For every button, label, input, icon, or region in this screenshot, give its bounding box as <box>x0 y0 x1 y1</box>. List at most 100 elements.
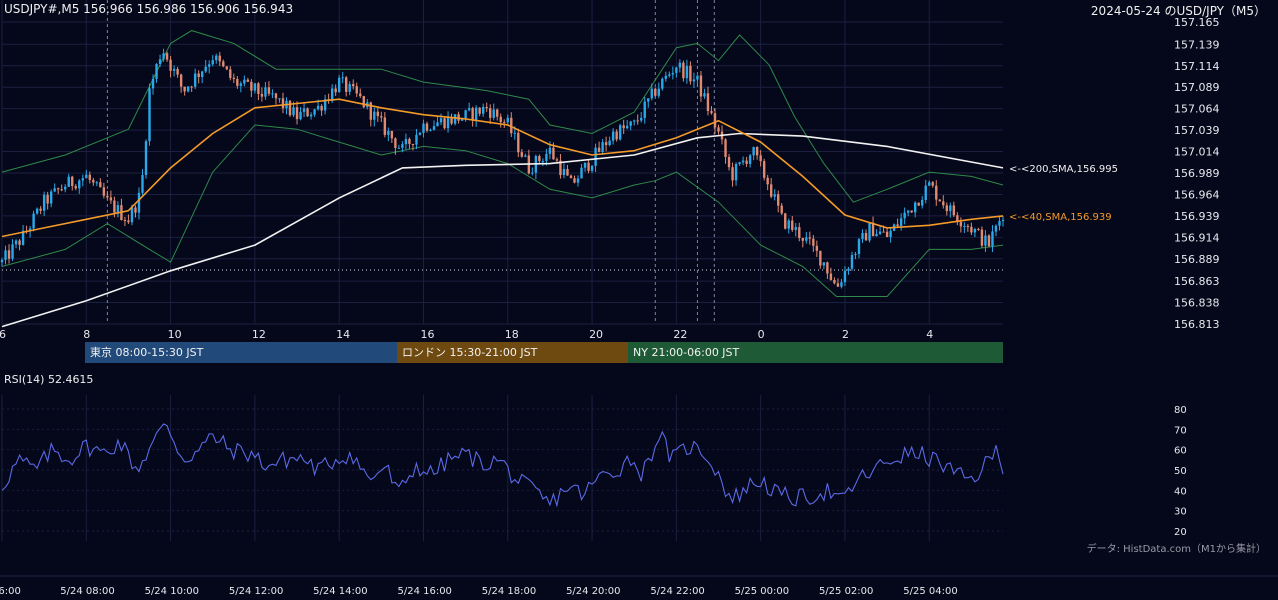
candle-body <box>643 101 646 118</box>
bollinger-upper <box>1 30 1004 203</box>
time-axis-label: 5/24 18:00 <box>482 586 536 597</box>
candle-body <box>432 126 436 130</box>
candle-body <box>373 111 376 120</box>
candle-body <box>148 88 151 142</box>
candle-body <box>629 121 632 126</box>
candle-body <box>555 159 559 161</box>
candle-body <box>53 188 56 192</box>
candle-body <box>503 122 506 124</box>
candle-body <box>158 59 162 64</box>
candle-body <box>250 81 253 91</box>
x-tick-label: 18 <box>505 328 519 341</box>
candle-body <box>899 218 903 227</box>
candle-body <box>759 155 762 162</box>
candle-body <box>337 77 341 93</box>
candle-body <box>910 210 913 213</box>
candle-body <box>889 230 892 237</box>
candle-body <box>861 232 864 240</box>
price-tick-label: 157.014 <box>1174 146 1220 159</box>
candle-body <box>699 75 703 97</box>
candle-body <box>769 184 773 197</box>
candle-body <box>608 140 611 146</box>
candle-body <box>745 160 748 164</box>
time-axis-label: 5/24 20:00 <box>566 586 620 597</box>
candle-body <box>222 61 225 67</box>
candle-body <box>576 178 580 183</box>
candle-body <box>246 79 250 82</box>
candle-body <box>812 238 815 246</box>
candle-body <box>464 110 467 119</box>
session-london: ロンドン 15:30-21:00 JST <box>397 342 628 363</box>
candle-body <box>453 114 457 124</box>
candle-body <box>215 55 218 61</box>
candle-body <box>748 155 752 164</box>
candle-body <box>151 78 155 89</box>
candle-body <box>134 207 137 213</box>
candle-body <box>299 111 302 120</box>
candle-body <box>28 228 32 232</box>
candle-body <box>446 116 450 129</box>
candle-body <box>499 116 502 123</box>
candle-body <box>871 222 875 237</box>
candle-body <box>777 194 780 206</box>
candle-body <box>102 187 106 196</box>
time-axis-label: 5/24 16:00 <box>397 586 451 597</box>
candle-body <box>39 208 42 211</box>
candle-body <box>713 113 717 128</box>
candle-body <box>211 60 214 65</box>
candle-body <box>538 155 541 162</box>
candle-body <box>805 237 808 241</box>
price-tick-label: 156.989 <box>1174 167 1220 180</box>
candle-body <box>836 283 840 287</box>
candle-body <box>977 229 980 231</box>
candle-body <box>56 188 60 190</box>
candle-body <box>966 226 970 228</box>
candle-body <box>162 53 165 60</box>
candle-body <box>583 162 587 168</box>
candle-body <box>815 245 819 251</box>
sma200-line <box>1 132 1004 328</box>
candle-body <box>703 93 706 97</box>
candle-body <box>14 240 18 245</box>
candle-body <box>766 177 769 185</box>
candle-body <box>46 194 49 204</box>
candle-body <box>218 55 221 62</box>
candle-body <box>341 77 344 79</box>
candle-body <box>562 168 566 176</box>
rsi-tick-label: 70 <box>1174 425 1187 436</box>
price-tick-label: 156.964 <box>1174 188 1220 201</box>
candle-body <box>692 79 696 82</box>
candle-body <box>633 120 636 122</box>
candle-body <box>959 221 963 227</box>
candle-body <box>492 109 495 118</box>
candle-body <box>474 107 478 121</box>
candle-body <box>397 147 401 149</box>
candle-body <box>913 202 917 213</box>
candle-body <box>201 71 204 78</box>
candle-body <box>155 63 158 79</box>
candle-body <box>415 134 418 145</box>
candle-body <box>380 116 383 118</box>
candle-body <box>345 77 348 92</box>
candle-body <box>636 120 639 122</box>
x-tick-label: 0 <box>758 328 765 341</box>
price-tick-label: 156.863 <box>1174 275 1220 288</box>
symbol-ohlc-header: USDJPY#,M5 156.966 156.986 156.906 156.9… <box>4 2 294 16</box>
time-axis-label: 06:00 <box>0 586 21 597</box>
candle-body <box>316 105 320 110</box>
candle-body <box>144 141 148 176</box>
bollinger-lower <box>1 124 1004 297</box>
candle-body <box>264 87 267 97</box>
candle-body <box>675 67 678 73</box>
candle-body <box>780 205 783 214</box>
candle-body <box>541 160 545 162</box>
candle-body <box>731 167 734 181</box>
candle-body <box>116 205 120 213</box>
candle-body <box>847 268 850 271</box>
candle-body <box>559 160 562 176</box>
candle-body <box>798 227 801 238</box>
candle-body <box>489 108 492 118</box>
candle-body <box>752 146 755 156</box>
rsi-tick-label: 60 <box>1174 446 1187 457</box>
